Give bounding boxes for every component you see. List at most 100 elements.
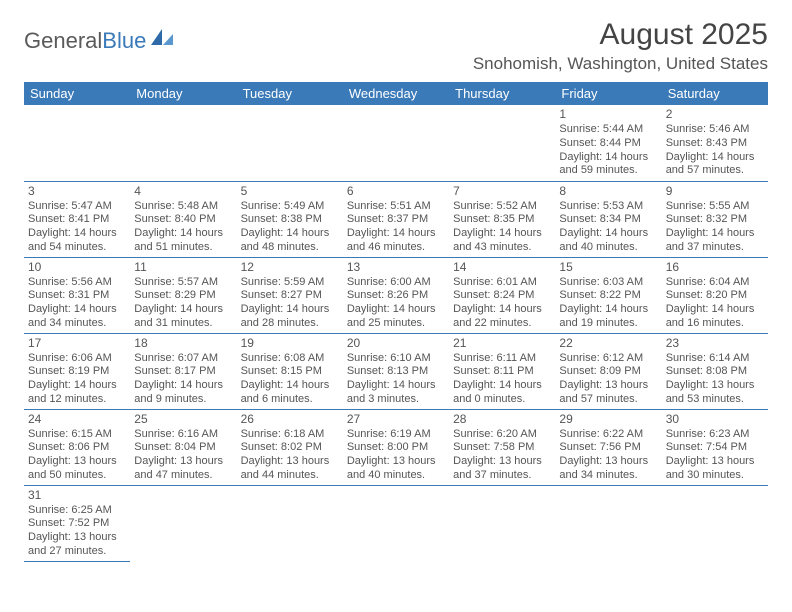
calendar-cell: 20Sunrise: 6:10 AMSunset: 8:13 PMDayligh… [343,333,449,409]
logo-word1: General [24,28,102,54]
day-number: 25 [134,412,232,427]
daylight-text: Daylight: 13 hours [28,455,126,469]
daylight-text: Daylight: 14 hours [28,303,126,317]
day-number: 18 [134,336,232,351]
sunrise-text: Sunrise: 5:47 AM [28,200,126,214]
daylight-text: and 37 minutes. [453,469,551,483]
daylight-text: Daylight: 13 hours [134,455,232,469]
daylight-text: Daylight: 14 hours [241,379,339,393]
daylight-text: Daylight: 14 hours [453,303,551,317]
day-number: 23 [666,336,764,351]
daylight-text: Daylight: 13 hours [28,531,126,545]
calendar-cell [449,105,555,181]
calendar-cell [343,485,449,561]
daylight-text: Daylight: 14 hours [134,227,232,241]
daylight-text: Daylight: 13 hours [559,379,657,393]
sunset-text: Sunset: 7:52 PM [28,517,126,531]
calendar-cell: 8Sunrise: 5:53 AMSunset: 8:34 PMDaylight… [555,181,661,257]
day-number: 27 [347,412,445,427]
day-number: 29 [559,412,657,427]
sunrise-text: Sunrise: 6:03 AM [559,276,657,290]
calendar-cell: 1Sunrise: 5:44 AMSunset: 8:44 PMDaylight… [555,105,661,181]
daylight-text: and 40 minutes. [347,469,445,483]
day-number: 21 [453,336,551,351]
day-number: 4 [134,184,232,199]
weekday-header: Wednesday [343,82,449,105]
sunset-text: Sunset: 8:27 PM [241,289,339,303]
sunset-text: Sunset: 8:19 PM [28,365,126,379]
weekday-header: Sunday [24,82,130,105]
day-number: 9 [666,184,764,199]
sunset-text: Sunset: 8:35 PM [453,213,551,227]
calendar-cell: 17Sunrise: 6:06 AMSunset: 8:19 PMDayligh… [24,333,130,409]
calendar-body: 1Sunrise: 5:44 AMSunset: 8:44 PMDaylight… [24,105,768,561]
calendar-cell: 12Sunrise: 5:59 AMSunset: 8:27 PMDayligh… [237,257,343,333]
sunrise-text: Sunrise: 5:52 AM [453,200,551,214]
calendar-cell: 14Sunrise: 6:01 AMSunset: 8:24 PMDayligh… [449,257,555,333]
day-number: 22 [559,336,657,351]
daylight-text: Daylight: 14 hours [347,227,445,241]
daylight-text: and 40 minutes. [559,241,657,255]
daylight-text: and 31 minutes. [134,317,232,331]
daylight-text: and 47 minutes. [134,469,232,483]
daylight-text: Daylight: 14 hours [666,151,764,165]
daylight-text: Daylight: 14 hours [666,303,764,317]
sunset-text: Sunset: 7:56 PM [559,441,657,455]
day-number: 28 [453,412,551,427]
sunrise-text: Sunrise: 5:55 AM [666,200,764,214]
daylight-text: and 53 minutes. [666,393,764,407]
day-number: 1 [559,107,657,122]
sunset-text: Sunset: 8:02 PM [241,441,339,455]
calendar-cell: 11Sunrise: 5:57 AMSunset: 8:29 PMDayligh… [130,257,236,333]
sunset-text: Sunset: 8:09 PM [559,365,657,379]
sunrise-text: Sunrise: 6:08 AM [241,352,339,366]
sunset-text: Sunset: 8:37 PM [347,213,445,227]
sunrise-text: Sunrise: 6:00 AM [347,276,445,290]
sunrise-text: Sunrise: 5:49 AM [241,200,339,214]
sunrise-text: Sunrise: 6:19 AM [347,428,445,442]
calendar-cell: 10Sunrise: 5:56 AMSunset: 8:31 PMDayligh… [24,257,130,333]
sunset-text: Sunset: 8:26 PM [347,289,445,303]
sunrise-text: Sunrise: 5:48 AM [134,200,232,214]
weekday-header: Friday [555,82,661,105]
calendar-cell: 25Sunrise: 6:16 AMSunset: 8:04 PMDayligh… [130,409,236,485]
day-number: 3 [28,184,126,199]
sunset-text: Sunset: 7:58 PM [453,441,551,455]
daylight-text: and 34 minutes. [559,469,657,483]
day-number: 31 [28,488,126,503]
sunset-text: Sunset: 8:31 PM [28,289,126,303]
calendar-cell: 9Sunrise: 5:55 AMSunset: 8:32 PMDaylight… [662,181,768,257]
calendar-cell [24,105,130,181]
daylight-text: and 50 minutes. [28,469,126,483]
daylight-text: and 43 minutes. [453,241,551,255]
calendar-cell: 6Sunrise: 5:51 AMSunset: 8:37 PMDaylight… [343,181,449,257]
calendar-cell [343,105,449,181]
location: Snohomish, Washington, United States [473,54,768,74]
daylight-text: Daylight: 14 hours [28,227,126,241]
sunset-text: Sunset: 8:24 PM [453,289,551,303]
day-number: 14 [453,260,551,275]
sunrise-text: Sunrise: 5:57 AM [134,276,232,290]
day-number: 7 [453,184,551,199]
daylight-text: Daylight: 14 hours [453,379,551,393]
sunset-text: Sunset: 7:54 PM [666,441,764,455]
sunrise-text: Sunrise: 6:06 AM [28,352,126,366]
daylight-text: and 19 minutes. [559,317,657,331]
daylight-text: and 0 minutes. [453,393,551,407]
daylight-text: Daylight: 14 hours [666,227,764,241]
month-title: August 2025 [473,18,768,52]
calendar-cell: 30Sunrise: 6:23 AMSunset: 7:54 PMDayligh… [662,409,768,485]
calendar-cell: 3Sunrise: 5:47 AMSunset: 8:41 PMDaylight… [24,181,130,257]
daylight-text: Daylight: 13 hours [666,379,764,393]
calendar-cell: 13Sunrise: 6:00 AMSunset: 8:26 PMDayligh… [343,257,449,333]
calendar-cell [555,485,661,561]
daylight-text: and 44 minutes. [241,469,339,483]
sunset-text: Sunset: 8:32 PM [666,213,764,227]
daylight-text: and 12 minutes. [28,393,126,407]
header: General Blue August 2025 Snohomish, Wash… [24,18,768,74]
daylight-text: Daylight: 13 hours [347,455,445,469]
daylight-text: Daylight: 13 hours [666,455,764,469]
day-number: 6 [347,184,445,199]
day-number: 30 [666,412,764,427]
day-number: 26 [241,412,339,427]
